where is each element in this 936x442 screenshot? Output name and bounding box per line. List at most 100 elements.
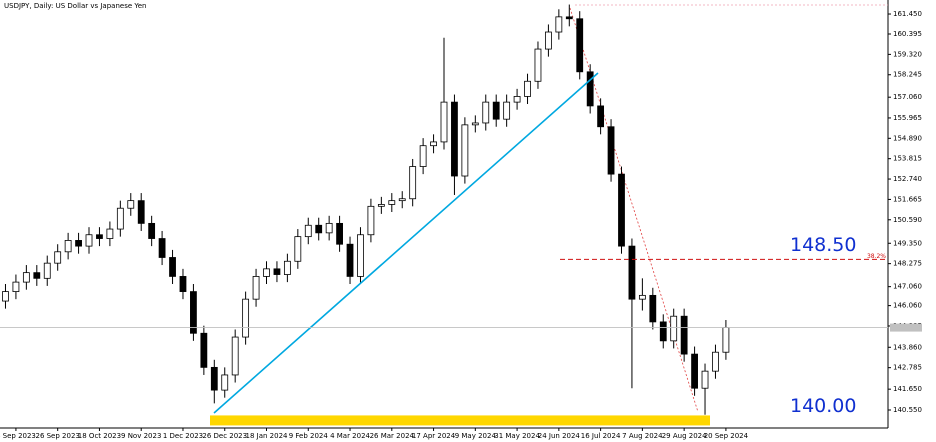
- x-tick-label: 9 May 2024: [455, 432, 497, 440]
- y-tick-label: 159.320: [893, 50, 922, 58]
- candle-body: [680, 315, 688, 355]
- x-tick-label: 18 Jan 2024: [246, 432, 289, 440]
- fib-trend-line: [569, 7, 699, 413]
- candle-body: [252, 276, 260, 300]
- candle-body: [555, 16, 563, 33]
- y-tick-label: 158.245: [893, 71, 922, 79]
- candle-body: [419, 145, 427, 167]
- last-price-tag: [890, 323, 922, 332]
- candle-body: [283, 260, 291, 275]
- candle-body: [242, 298, 250, 338]
- candle-body: [659, 321, 667, 342]
- candle-body: [628, 245, 636, 300]
- candle-body: [169, 257, 176, 277]
- x-tick-label: 26 Mar 2024: [370, 432, 415, 440]
- candle-body: [190, 291, 197, 334]
- x-tick-label: 9 Feb 2024: [289, 432, 329, 440]
- candle-body: [22, 272, 30, 283]
- x-tick-label: 9 Nov 2023: [121, 432, 161, 440]
- y-tick-label: 157.060: [893, 93, 922, 101]
- level-label: 148.50: [790, 234, 856, 256]
- support-zone: [210, 415, 710, 426]
- candle-body: [179, 276, 187, 292]
- candle-body: [75, 240, 82, 247]
- y-tick-label: 148.275: [893, 260, 922, 268]
- x-tick-label: 16 Jul 2024: [581, 432, 621, 440]
- candle-body: [357, 234, 364, 277]
- candle-body: [294, 236, 302, 262]
- candle-body: [492, 101, 500, 120]
- candle-body: [388, 200, 396, 205]
- candle-body: [200, 332, 208, 368]
- candle-body: [701, 370, 709, 389]
- y-tick-label: 153.815: [893, 155, 922, 163]
- x-tick-label: 7 Aug 2024: [622, 432, 663, 440]
- candle-body: [503, 101, 511, 120]
- candle-body: [398, 198, 406, 202]
- y-tick-label: 160.395: [893, 30, 922, 38]
- candle-body: [210, 366, 218, 391]
- candle-body: [638, 294, 646, 300]
- x-tick-label: 26 Sep 2023: [35, 432, 79, 440]
- y-tick-label: 143.860: [893, 343, 922, 351]
- candle-body: [2, 291, 9, 302]
- candle-body: [430, 141, 437, 147]
- y-tick-label: 155.965: [893, 114, 922, 122]
- y-tick-label: 152.740: [893, 175, 922, 183]
- y-tick-label: 147.060: [893, 283, 922, 291]
- y-tick-label: 151.665: [893, 195, 922, 203]
- candle-body: [545, 31, 552, 50]
- x-tick-label: 4 Mar 2024: [330, 432, 370, 440]
- candle-body: [461, 124, 469, 177]
- candle-body: [712, 351, 719, 372]
- candle-body: [263, 268, 270, 277]
- x-tick-label: 20 Sep 2024: [704, 432, 749, 440]
- candle-body: [336, 222, 343, 245]
- x-tick-label: 29 Aug 2024: [662, 432, 707, 440]
- y-tick-label: 142.785: [893, 364, 922, 372]
- y-tick-label: 149.350: [893, 239, 922, 247]
- candle-body: [12, 281, 20, 292]
- y-tick-label: 161.450: [893, 10, 922, 18]
- candle-body: [534, 48, 542, 82]
- candle-body: [722, 327, 730, 353]
- x-tick-label: 18 Oct 2023: [78, 432, 121, 440]
- y-tick-label: 150.590: [893, 216, 922, 224]
- candle-body: [513, 96, 521, 103]
- x-tick-label: 24 Jun 2024: [538, 432, 581, 440]
- candle-body: [691, 353, 698, 389]
- candle-body: [524, 80, 531, 97]
- y-tick-label: 141.650: [893, 385, 922, 393]
- level-label: 140.00: [790, 395, 856, 417]
- candle-body: [43, 262, 51, 279]
- y-tick-label: 154.890: [893, 134, 922, 142]
- candle-body: [670, 315, 678, 342]
- candle-body: [649, 294, 657, 323]
- y-tick-label: 146.060: [893, 302, 922, 310]
- candle-body: [576, 18, 584, 73]
- candle-body: [64, 240, 72, 253]
- candle-body: [565, 16, 573, 20]
- candle-body: [367, 205, 375, 236]
- candle-body: [315, 224, 323, 234]
- candle-body: [597, 105, 605, 128]
- x-tick-label: 31 May 2024: [494, 432, 540, 440]
- candle-body: [325, 222, 333, 234]
- candle-body: [304, 224, 312, 238]
- y-tick-label: 140.550: [893, 406, 922, 414]
- candle-body: [33, 272, 41, 279]
- x-tick-label: 17 Apr 2024: [412, 432, 456, 440]
- candle-body: [273, 268, 281, 275]
- x-tick-label: 26 Dec 2023: [202, 432, 247, 440]
- x-tick-label: 4 Sep 2023: [0, 432, 36, 440]
- candle-body: [471, 122, 479, 126]
- chart-title: USDJPY, Daily: US Dollar vs Japanese Yen: [4, 2, 146, 10]
- candle-body: [221, 374, 229, 391]
- x-tick-label: 1 Dec 2023: [163, 432, 203, 440]
- candle-body: [54, 251, 62, 264]
- candle-body: [409, 166, 417, 200]
- candle-body: [127, 200, 135, 209]
- candle-body: [607, 126, 615, 175]
- trend-line: [213, 72, 599, 414]
- candle-body: [137, 200, 145, 224]
